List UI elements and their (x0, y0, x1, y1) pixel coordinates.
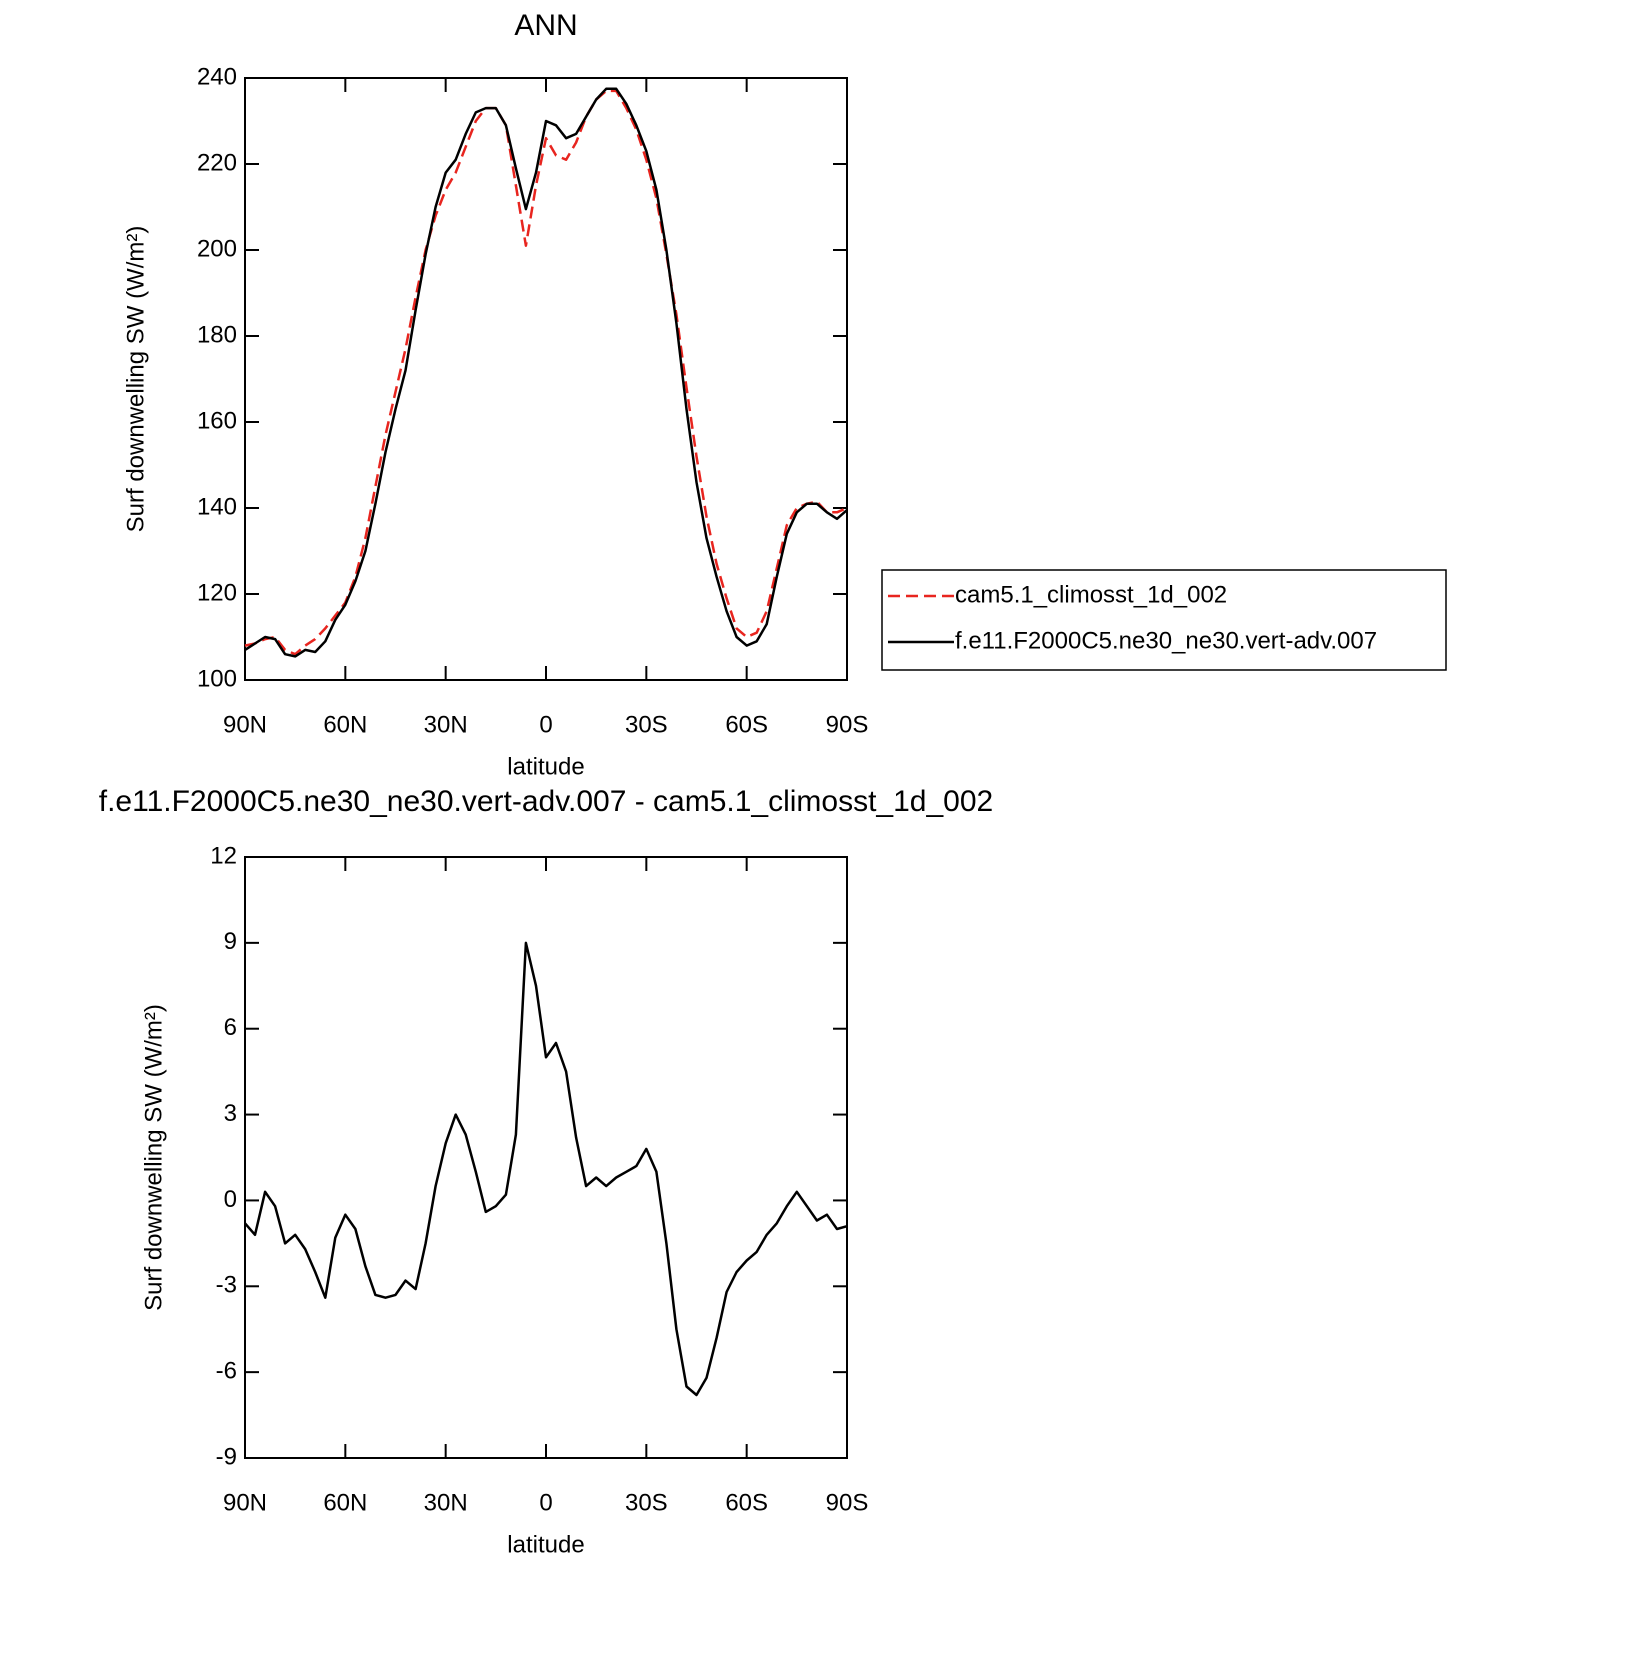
x-tick-label: 60S (725, 711, 768, 738)
x-tick-label: 0 (539, 711, 552, 738)
x-axis-label: latitude (507, 753, 584, 780)
data-line (244, 89, 848, 656)
y-tick-label: 100 (197, 665, 237, 692)
legend-label: cam5.1_climosst_1d_002 (955, 581, 1227, 608)
y-tick-label: 0 (224, 1186, 237, 1213)
legend-box (881, 569, 1447, 671)
y-tick-label: 180 (197, 321, 237, 348)
chart-title: ANN (514, 9, 577, 42)
y-tick-label: 3 (224, 1100, 237, 1127)
x-tick-label: 30N (424, 1489, 468, 1516)
x-tick-label: 60N (323, 711, 367, 738)
y-tick-label: -3 (216, 1272, 237, 1299)
x-tick-label: 30N (424, 711, 468, 738)
data-line (244, 87, 848, 658)
legend-label: f.e11.F2000C5.ne30_ne30.vert-adv.007 (955, 627, 1377, 654)
y-tick-label: 200 (197, 235, 237, 262)
x-tick-label: 30S (625, 1489, 668, 1516)
y-tick-label: 12 (210, 842, 237, 869)
y-tick-label: 120 (197, 579, 237, 606)
x-tick-label: 90S (826, 711, 869, 738)
y-tick-label: 240 (197, 63, 237, 90)
x-axis-label: latitude (507, 1531, 584, 1558)
y-tick-label: -6 (216, 1357, 237, 1384)
data-line (244, 941, 848, 1397)
x-tick-label: 60S (725, 1489, 768, 1516)
y-tick-label: 220 (197, 149, 237, 176)
x-tick-label: 90S (826, 1489, 869, 1516)
y-tick-label: 6 (224, 1014, 237, 1041)
y-axis-label: Surf downwelling SW (W/m²) (140, 1004, 167, 1311)
plot-frame (244, 856, 848, 1459)
plot-frame (244, 77, 848, 681)
y-tick-label: 140 (197, 493, 237, 520)
chart-title: f.e11.F2000C5.ne30_ne30.vert-adv.007 - c… (99, 785, 993, 818)
x-tick-label: 60N (323, 1489, 367, 1516)
y-tick-label: 160 (197, 407, 237, 434)
x-tick-label: 30S (625, 711, 668, 738)
y-tick-label: -9 (216, 1443, 237, 1470)
y-axis-label: Surf downwelling SW (W/m²) (122, 226, 149, 533)
x-tick-label: 90N (223, 711, 267, 738)
y-tick-label: 9 (224, 928, 237, 955)
x-tick-label: 90N (223, 1489, 267, 1516)
x-tick-label: 0 (539, 1489, 552, 1516)
